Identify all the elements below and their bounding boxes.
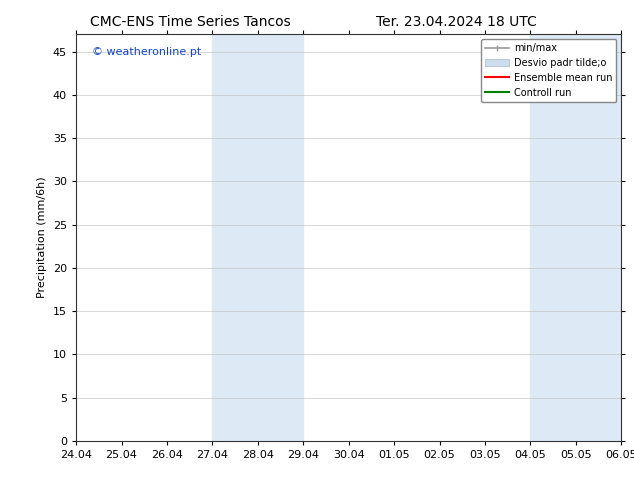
Bar bbox=[212, 34, 303, 441]
Text: Ter. 23.04.2024 18 UTC: Ter. 23.04.2024 18 UTC bbox=[376, 15, 537, 29]
Text: © weatheronline.pt: © weatheronline.pt bbox=[93, 47, 202, 56]
Bar bbox=[531, 34, 621, 441]
Legend: min/max, Desvio padr tilde;o, Ensemble mean run, Controll run: min/max, Desvio padr tilde;o, Ensemble m… bbox=[481, 39, 616, 101]
Text: CMC-ENS Time Series Tancos: CMC-ENS Time Series Tancos bbox=[90, 15, 290, 29]
Y-axis label: Precipitation (mm/6h): Precipitation (mm/6h) bbox=[37, 177, 48, 298]
